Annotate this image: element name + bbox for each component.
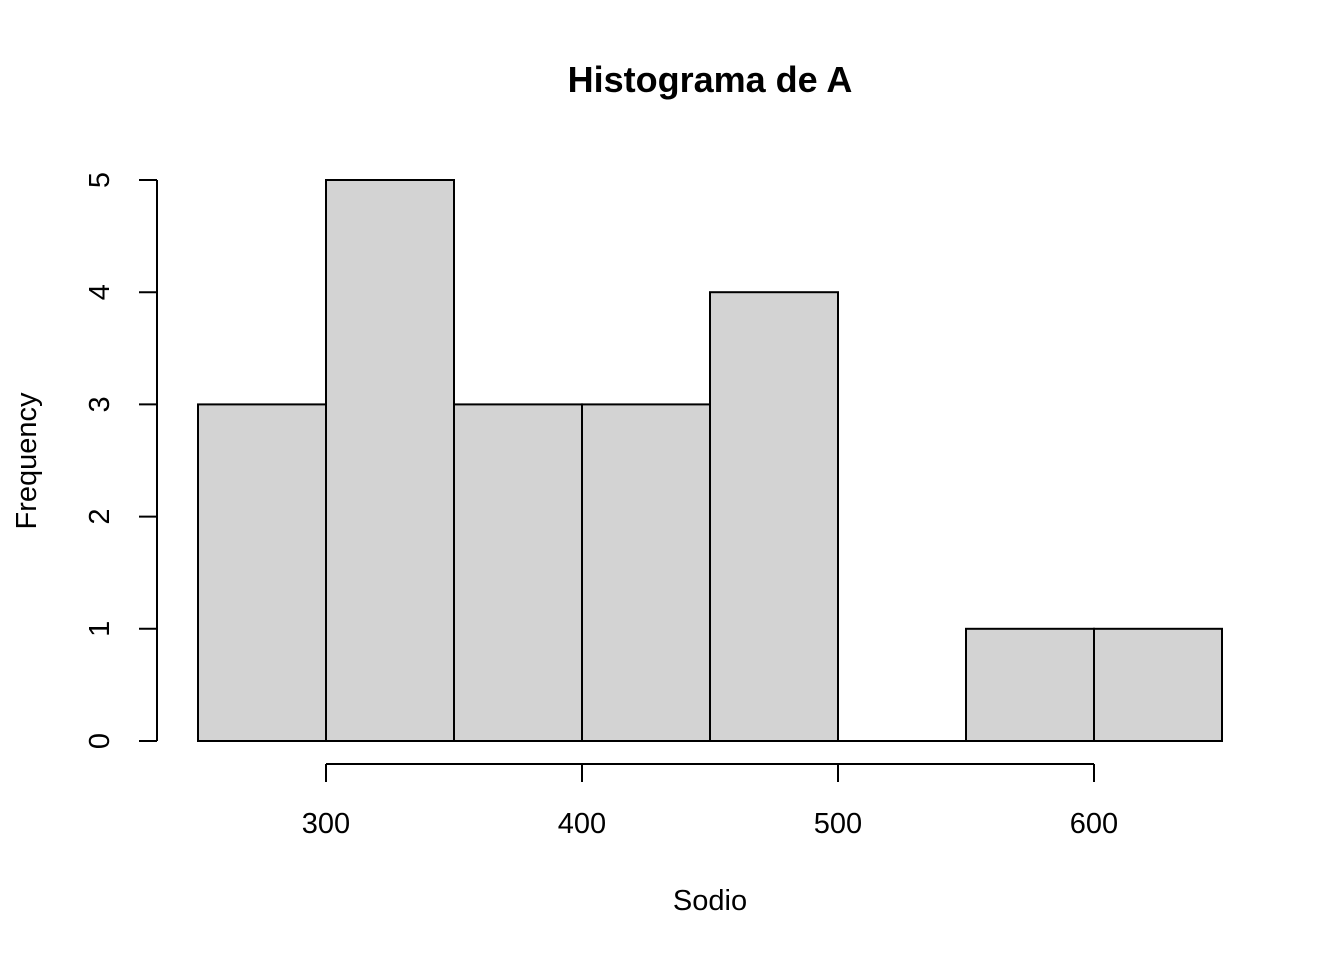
y-tick-label: 1 bbox=[84, 621, 116, 637]
x-axis: 300 400 500 600 bbox=[302, 763, 1118, 840]
histogram-bar bbox=[453, 403, 583, 742]
y-axis-label: Frequency bbox=[11, 392, 43, 530]
y-axis: 0 1 2 3 4 5 bbox=[84, 172, 158, 749]
histogram-bar bbox=[1093, 627, 1223, 742]
x-tick-label: 400 bbox=[558, 808, 606, 840]
histogram-bar bbox=[581, 403, 711, 742]
histogram-bar bbox=[325, 179, 455, 742]
histogram-bar bbox=[709, 291, 839, 742]
chart-title: Histograma de A bbox=[568, 59, 853, 100]
histogram-bar bbox=[197, 403, 327, 742]
y-tick-label: 5 bbox=[84, 172, 116, 188]
bars-group bbox=[197, 179, 1223, 742]
x-axis-label: Sodio bbox=[673, 885, 747, 917]
x-tick-label: 300 bbox=[302, 808, 350, 840]
y-tick-label: 2 bbox=[84, 509, 116, 525]
y-tick-label: 0 bbox=[84, 733, 116, 749]
histogram-bar bbox=[965, 627, 1095, 742]
y-tick-label: 4 bbox=[84, 284, 116, 300]
x-tick-label: 600 bbox=[1070, 808, 1118, 840]
x-tick-label: 500 bbox=[814, 808, 862, 840]
y-tick-label: 3 bbox=[84, 396, 116, 412]
